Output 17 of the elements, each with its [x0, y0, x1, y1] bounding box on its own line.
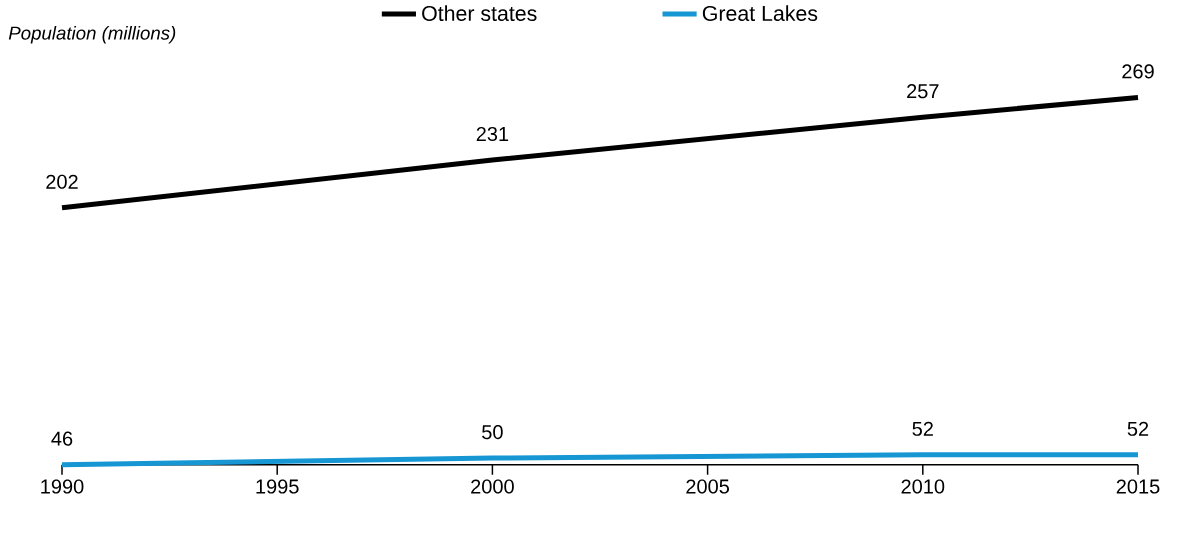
data-label: 50	[482, 425, 503, 440]
x-tick-label: 2005	[686, 479, 730, 494]
data-label: 52	[912, 421, 933, 437]
data-label: 52	[1127, 421, 1149, 437]
data-label: 269	[1122, 64, 1154, 79]
x-tick-label: 2015	[1116, 479, 1160, 494]
data-label: 46	[51, 431, 73, 446]
x-tick-label: 1995	[256, 479, 299, 494]
legend-label: Great Lakes	[702, 5, 818, 22]
x-tick-label: 1990	[41, 479, 84, 494]
x-tick-label: 2000	[471, 479, 514, 494]
legend-label: Other states	[422, 5, 537, 22]
y-axis-title: Population (millions)	[8, 26, 176, 44]
data-label: 202	[46, 174, 78, 189]
x-tick-label: 2010	[901, 479, 945, 494]
data-label: 231	[476, 127, 509, 142]
data-label: 257	[907, 84, 939, 99]
